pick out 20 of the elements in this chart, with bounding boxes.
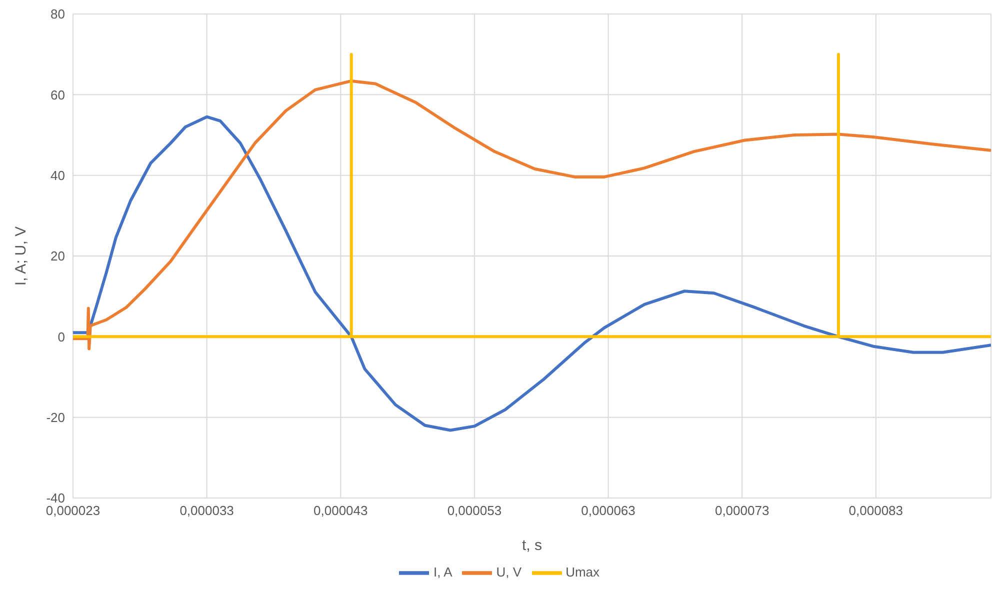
y-axis-title: I, A; U, V xyxy=(12,226,30,286)
x-tick-label: 0,000073 xyxy=(714,503,770,518)
y-tick-label: 80 xyxy=(50,6,65,22)
y-tick-label: 60 xyxy=(50,87,65,102)
x-tick-label: 0,000083 xyxy=(848,503,904,518)
x-tick-label: 0,000033 xyxy=(180,503,234,518)
y-tick-label: -40 xyxy=(46,490,65,506)
x-tick-label: 0,000053 xyxy=(447,503,502,518)
x-tick-label: 0,000043 xyxy=(314,503,368,518)
y-tick-label: 40 xyxy=(50,168,65,183)
legend-label: Umax xyxy=(566,564,600,580)
legend-label: I, A xyxy=(433,564,452,580)
x-tick-label: 0,000063 xyxy=(581,503,636,518)
legend-label: U, V xyxy=(496,564,522,580)
y-tick-label: -20 xyxy=(46,410,65,425)
y-tick-label: 0 xyxy=(58,329,65,344)
line-series xyxy=(73,115,991,432)
x-axis-title: t, s xyxy=(522,537,542,554)
y-tick-label: 20 xyxy=(50,248,65,264)
x-tick-label: 0,000023 xyxy=(46,503,100,518)
